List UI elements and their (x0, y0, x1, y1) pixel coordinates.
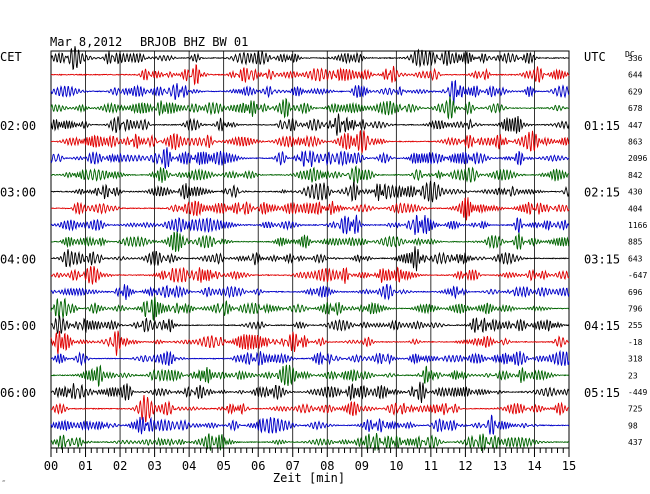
seismic-trace (50, 95, 569, 120)
left-timezone-label: CET (0, 50, 22, 64)
seismic-trace (50, 147, 570, 169)
seismic-trace (50, 214, 570, 235)
right-hour-label: 01:15 (584, 119, 620, 133)
seismic-trace (50, 46, 570, 70)
dc-offset-label: 725 (628, 405, 643, 414)
right-hour-label: 02:15 (584, 186, 620, 200)
left-hour-label: 03:00 (0, 186, 36, 200)
x-tick-label: 04 (182, 459, 196, 473)
seismic-trace (50, 197, 570, 221)
seismic-trace (50, 364, 570, 388)
dc-offset-label: 98 (628, 421, 638, 430)
right-hour-label: 05:15 (584, 386, 620, 400)
seismic-trace (50, 130, 570, 154)
x-axis-title: Zeit [min] (273, 471, 345, 485)
seismic-trace (50, 180, 570, 203)
dc-offset-label: 2096 (628, 154, 647, 163)
dc-offset-label: 644 (628, 71, 643, 80)
seismic-trace (50, 113, 570, 136)
dc-offset-label: -647 (628, 271, 647, 280)
x-tick-label: 03 (147, 459, 161, 473)
seismic-trace (50, 79, 570, 106)
dc-offset-label: 842 (628, 171, 643, 180)
x-tick-label: 10 (389, 459, 403, 473)
dc-offset-label: -18 (628, 338, 643, 347)
dc-offset-label: 796 (628, 305, 643, 314)
x-tick-label: 14 (527, 459, 541, 473)
seismic-trace (50, 315, 570, 334)
dc-offset-label: 336 (628, 54, 643, 63)
left-hour-labels: 02:00 03:00 04:00 05:00 06:00 (0, 119, 36, 400)
right-hour-labels: 01:15 02:15 03:15 04:15 05:15 (584, 119, 620, 400)
dc-offset-label: 255 (628, 321, 643, 330)
x-tick-label: 08 (320, 459, 334, 473)
x-tick-label: 11 (424, 459, 438, 473)
left-hour-label: 04:00 (0, 252, 36, 266)
corner-mark: ‴ (2, 480, 6, 487)
dc-offset-label: 23 (628, 371, 638, 380)
plot-area (50, 50, 570, 449)
seismic-trace (50, 330, 570, 356)
x-tick-label: 02 (113, 459, 127, 473)
x-tick-label: 07 (285, 459, 299, 473)
dc-offset-label: 1166 (628, 221, 647, 230)
dc-offset-label: 678 (628, 104, 643, 113)
seismic-trace (50, 394, 570, 423)
left-hour-label: 02:00 (0, 119, 36, 133)
seismic-trace (50, 349, 570, 367)
right-hour-label: 04:15 (584, 319, 620, 333)
left-hour-label: 06:00 (0, 386, 36, 400)
seismic-trace (50, 231, 570, 253)
seismic-trace (50, 64, 570, 86)
seismic-trace (50, 165, 570, 184)
dc-offset-label: 885 (628, 238, 643, 247)
right-timezone-label: UTC (584, 50, 606, 64)
header-station: BRJOB BHZ BW 01 (140, 35, 248, 49)
dc-offset-label: 629 (628, 87, 643, 96)
dc-offset-label: 863 (628, 138, 643, 147)
trace-group (50, 46, 570, 452)
seismic-trace (50, 296, 570, 322)
x-tick-label: 00 (44, 459, 58, 473)
dc-offset-label: 318 (628, 355, 643, 364)
dc-offset-labels: 336 644 629 678 447 863 2096 842 430 404 1166 885 64… (628, 54, 647, 447)
x-tick-label: 13 (493, 459, 507, 473)
seismic-trace (50, 433, 570, 452)
dc-offset-label: 643 (628, 254, 643, 263)
x-tick-label: 06 (251, 459, 265, 473)
right-hour-label: 03:15 (584, 252, 620, 266)
x-tick-label: 15 (562, 459, 576, 473)
dc-offset-label: 404 (628, 204, 643, 213)
dc-offset-label: 447 (628, 121, 643, 130)
x-tick-label: 05 (216, 459, 230, 473)
x-axis: 00 01 02 03 04 05 06 07 08 09 10 11 12 13 14 15 (44, 447, 576, 473)
left-hour-label: 05:00 (0, 319, 36, 333)
seismic-trace (50, 381, 570, 403)
dc-offset-label: 437 (628, 438, 643, 447)
dc-label: DC (625, 50, 635, 59)
seismic-trace (50, 246, 570, 272)
header-date: Mar 8,2012 (50, 35, 122, 49)
seismic-trace (50, 283, 570, 301)
dc-offset-label: -449 (628, 388, 647, 397)
dc-offset-label: 430 (628, 188, 643, 197)
seismic-trace (50, 265, 570, 285)
dc-offset-label: 696 (628, 288, 643, 297)
x-tick-label: 01 (78, 459, 92, 473)
seismic-trace (50, 414, 570, 435)
x-tick-label: 09 (355, 459, 369, 473)
x-tick-label: 12 (458, 459, 472, 473)
